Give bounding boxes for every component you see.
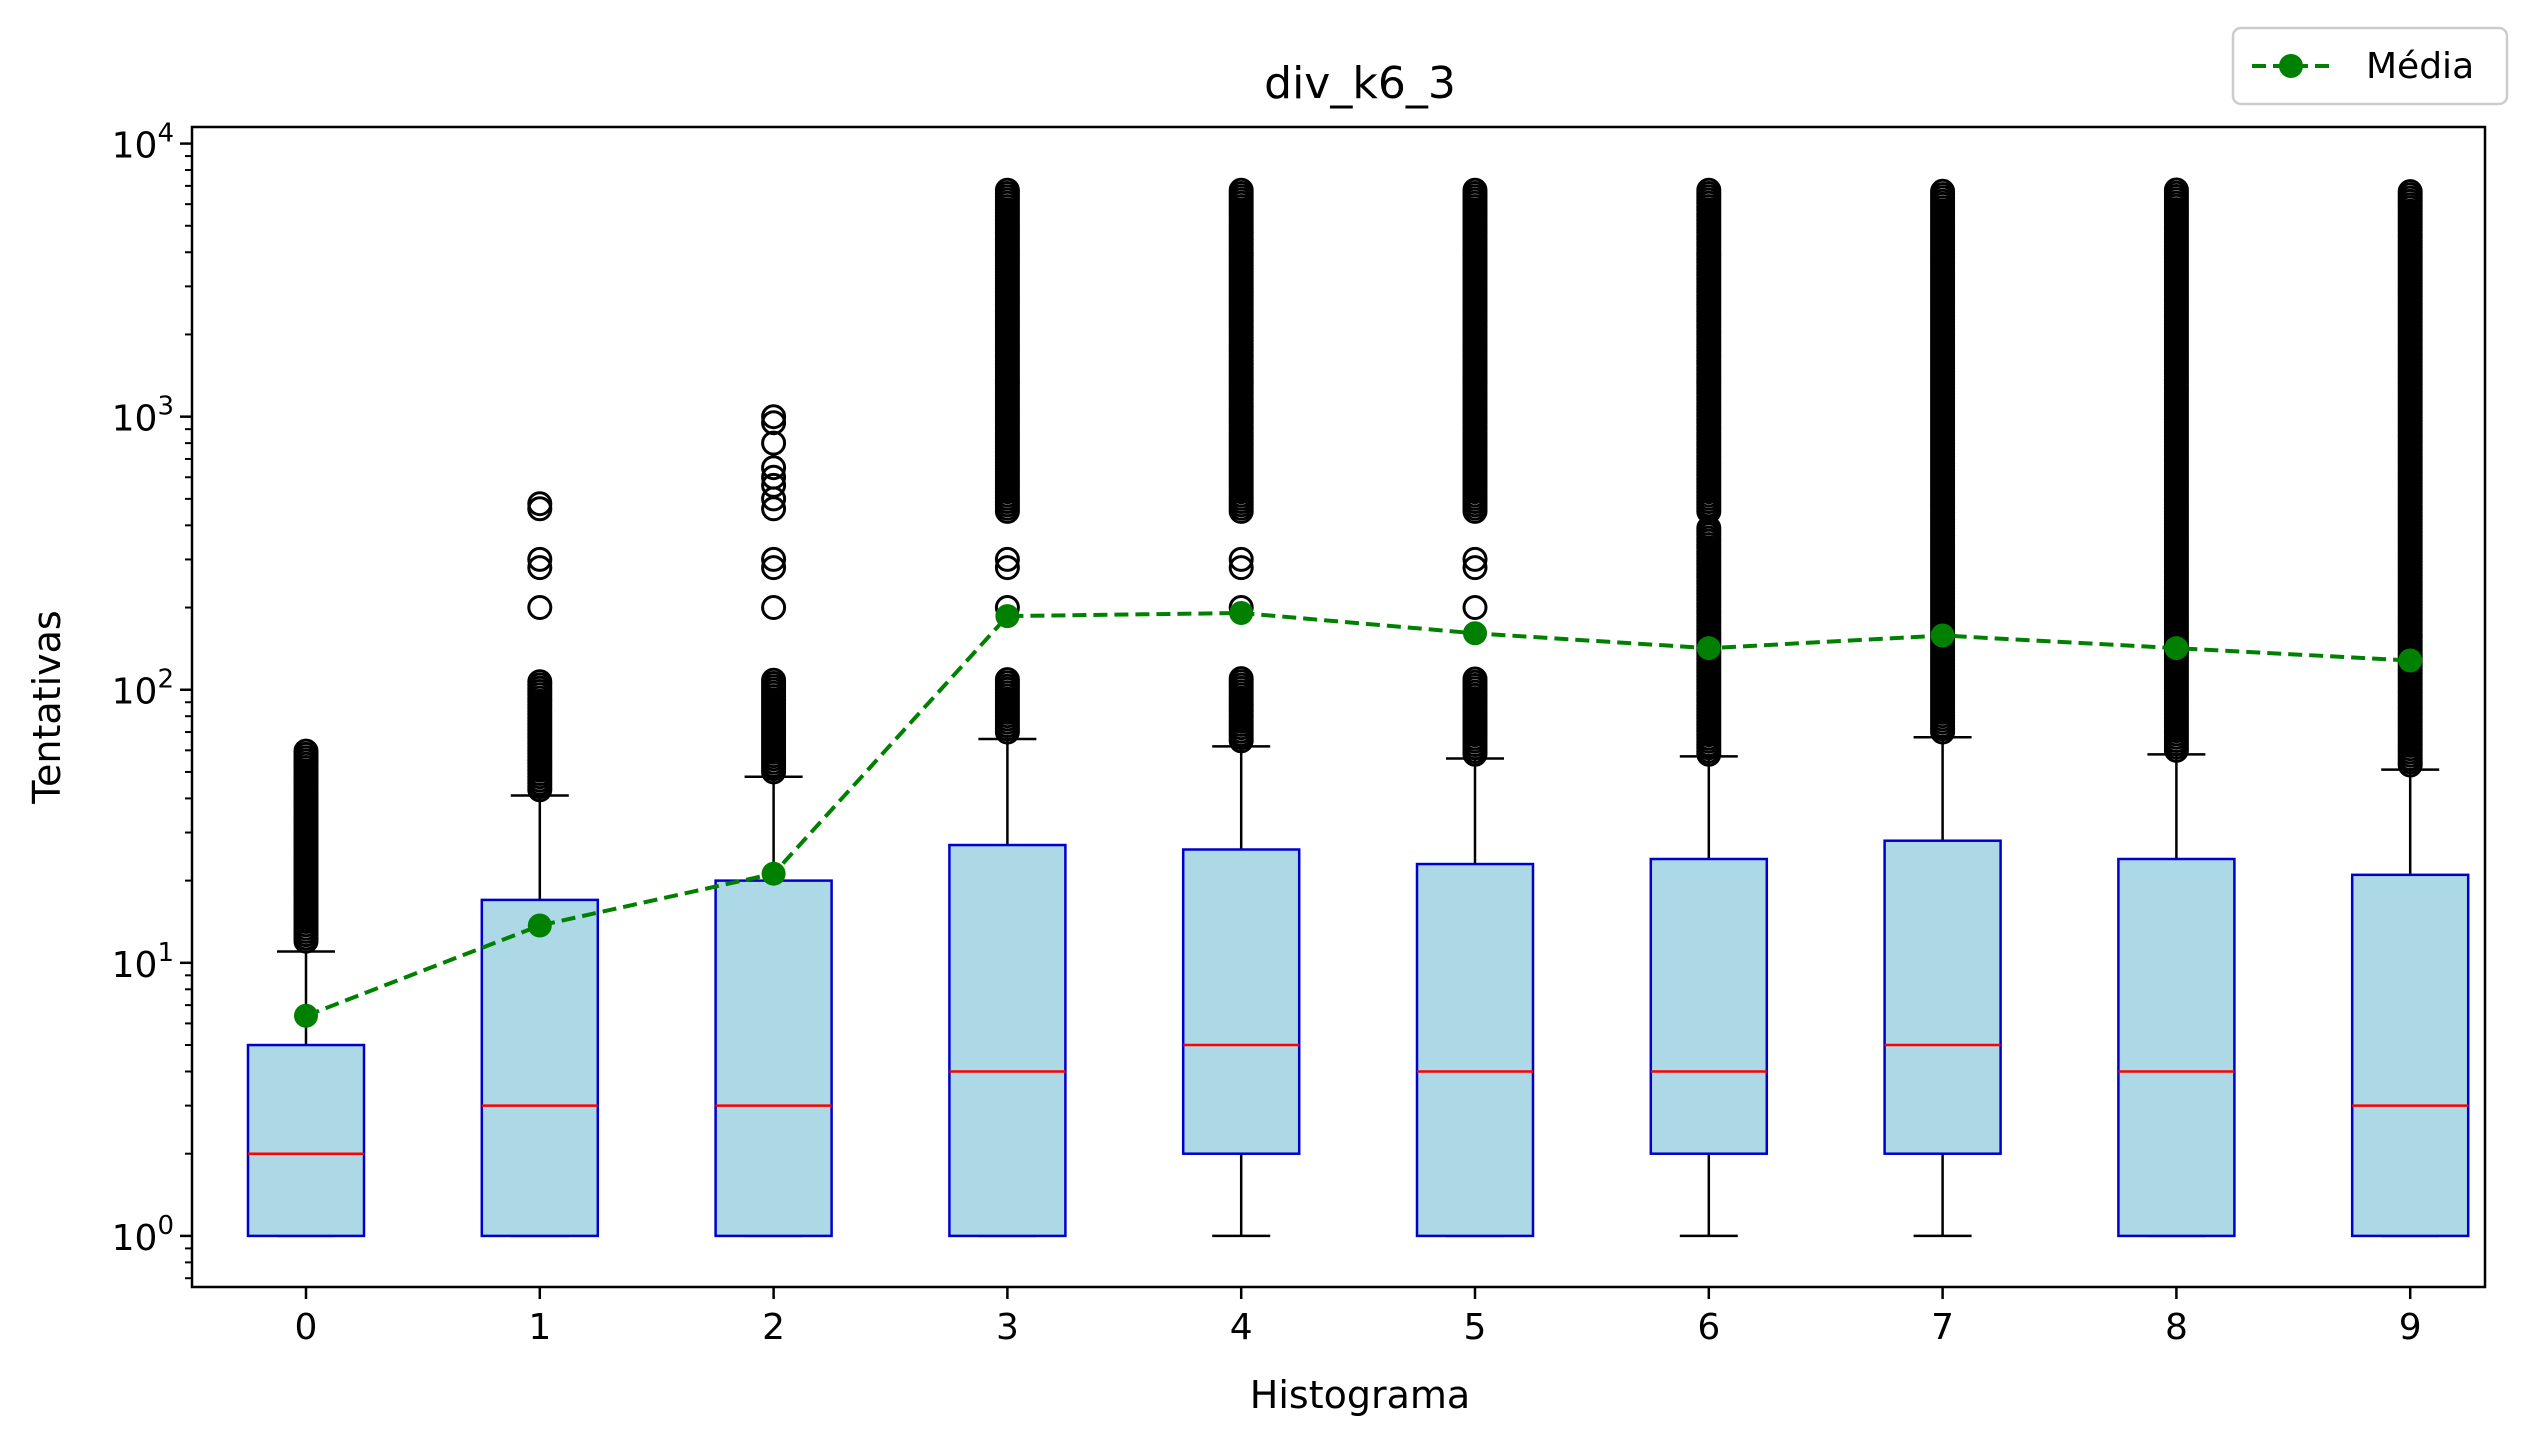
box-group-2: [714, 404, 833, 1238]
outlier-point: [761, 472, 787, 498]
outlier-point: [994, 555, 1020, 581]
mean-point: [294, 1003, 318, 1028]
box-group-6: [1649, 177, 1769, 1238]
outlier-point: [761, 595, 787, 620]
outlier-point: [2163, 177, 2189, 203]
x-tick-label: 5: [1464, 1307, 1487, 1348]
mean-point: [1463, 621, 1487, 646]
box: [2350, 873, 2470, 1238]
x-tick-label: 9: [2399, 1307, 2422, 1348]
box: [2117, 857, 2236, 1238]
box: [1649, 857, 1769, 1155]
x-tick-label: 7: [1931, 1307, 1954, 1348]
outlier-point: [761, 555, 787, 581]
outlier-point: [527, 491, 553, 517]
outlier-point: [994, 177, 1020, 203]
outlier-point: [527, 555, 553, 581]
outlier-point: [1228, 555, 1254, 581]
box-group-5: [1415, 177, 1535, 1238]
box-group-9: [2350, 179, 2470, 1238]
mean-point: [1930, 623, 1955, 648]
outlier-point: [761, 404, 787, 430]
y-axis-label: Tentativas: [25, 610, 69, 804]
x-tick-label: 2: [762, 1307, 785, 1348]
outlier-point: [761, 667, 787, 693]
x-tick-label: 3: [996, 1307, 1019, 1348]
outlier-point: [1462, 546, 1488, 572]
legend: Média: [2231, 26, 2509, 106]
plot-frame: [190, 125, 2487, 1289]
box: [1415, 862, 1535, 1238]
outlier-point: [527, 595, 553, 620]
outlier-point: [994, 546, 1020, 572]
box-group-8: [2117, 177, 2236, 1238]
x-axis-label: Histograma: [1250, 1373, 1470, 1417]
outlier-point: [1228, 666, 1254, 692]
box: [714, 879, 833, 1238]
outlier-point: [1462, 595, 1488, 620]
mean-point: [2164, 636, 2189, 661]
outlier-point: [1930, 178, 1956, 204]
outlier-point: [761, 546, 787, 572]
box-group-1: [480, 491, 600, 1238]
outlier-point: [761, 464, 787, 490]
box-group-3: [948, 177, 1067, 1238]
outlier-point: [1462, 666, 1488, 692]
x-tick-label: 0: [295, 1307, 318, 1348]
box: [1181, 848, 1301, 1155]
x-tick-label: 1: [528, 1307, 551, 1348]
outlier-point: [527, 669, 553, 695]
mean-point: [1229, 600, 1254, 625]
legend-frame: [2231, 26, 2509, 106]
x-tick-label: 8: [2165, 1307, 2188, 1348]
outlier-point: [293, 738, 319, 764]
mean-line: [305, 610, 2411, 1018]
mean-point: [995, 604, 1020, 629]
outlier-point: [527, 546, 553, 572]
box-group-7: [1883, 178, 2002, 1238]
box-group-4: [1181, 177, 1301, 1238]
x-tick-label: 6: [1697, 1307, 1720, 1348]
box: [1883, 839, 2002, 1155]
outlier-point: [1462, 177, 1488, 203]
outlier-point: [2397, 179, 2423, 205]
legend-mean-marker-swatch: [2279, 54, 2303, 78]
chart-title: div_k6_3: [1264, 58, 1456, 109]
outlier-point: [994, 667, 1020, 693]
box: [246, 1043, 366, 1238]
outlier-point: [1462, 555, 1488, 581]
outlier-point: [761, 455, 787, 481]
mean-point: [2398, 648, 2423, 673]
mean-point: [1696, 636, 1721, 661]
x-tick-label: 4: [1230, 1307, 1253, 1348]
outlier-point: [1228, 177, 1254, 203]
box-group-0: [246, 738, 366, 1238]
box: [948, 843, 1067, 1238]
outlier-point: [1228, 546, 1254, 572]
mean-point: [527, 913, 552, 938]
box: [480, 898, 600, 1238]
outlier-point: [1696, 177, 1722, 203]
mean-point: [761, 861, 786, 886]
outlier-point: [761, 410, 787, 436]
legend-mean-label: Média: [2366, 46, 2474, 87]
outlier-point: [761, 430, 787, 456]
